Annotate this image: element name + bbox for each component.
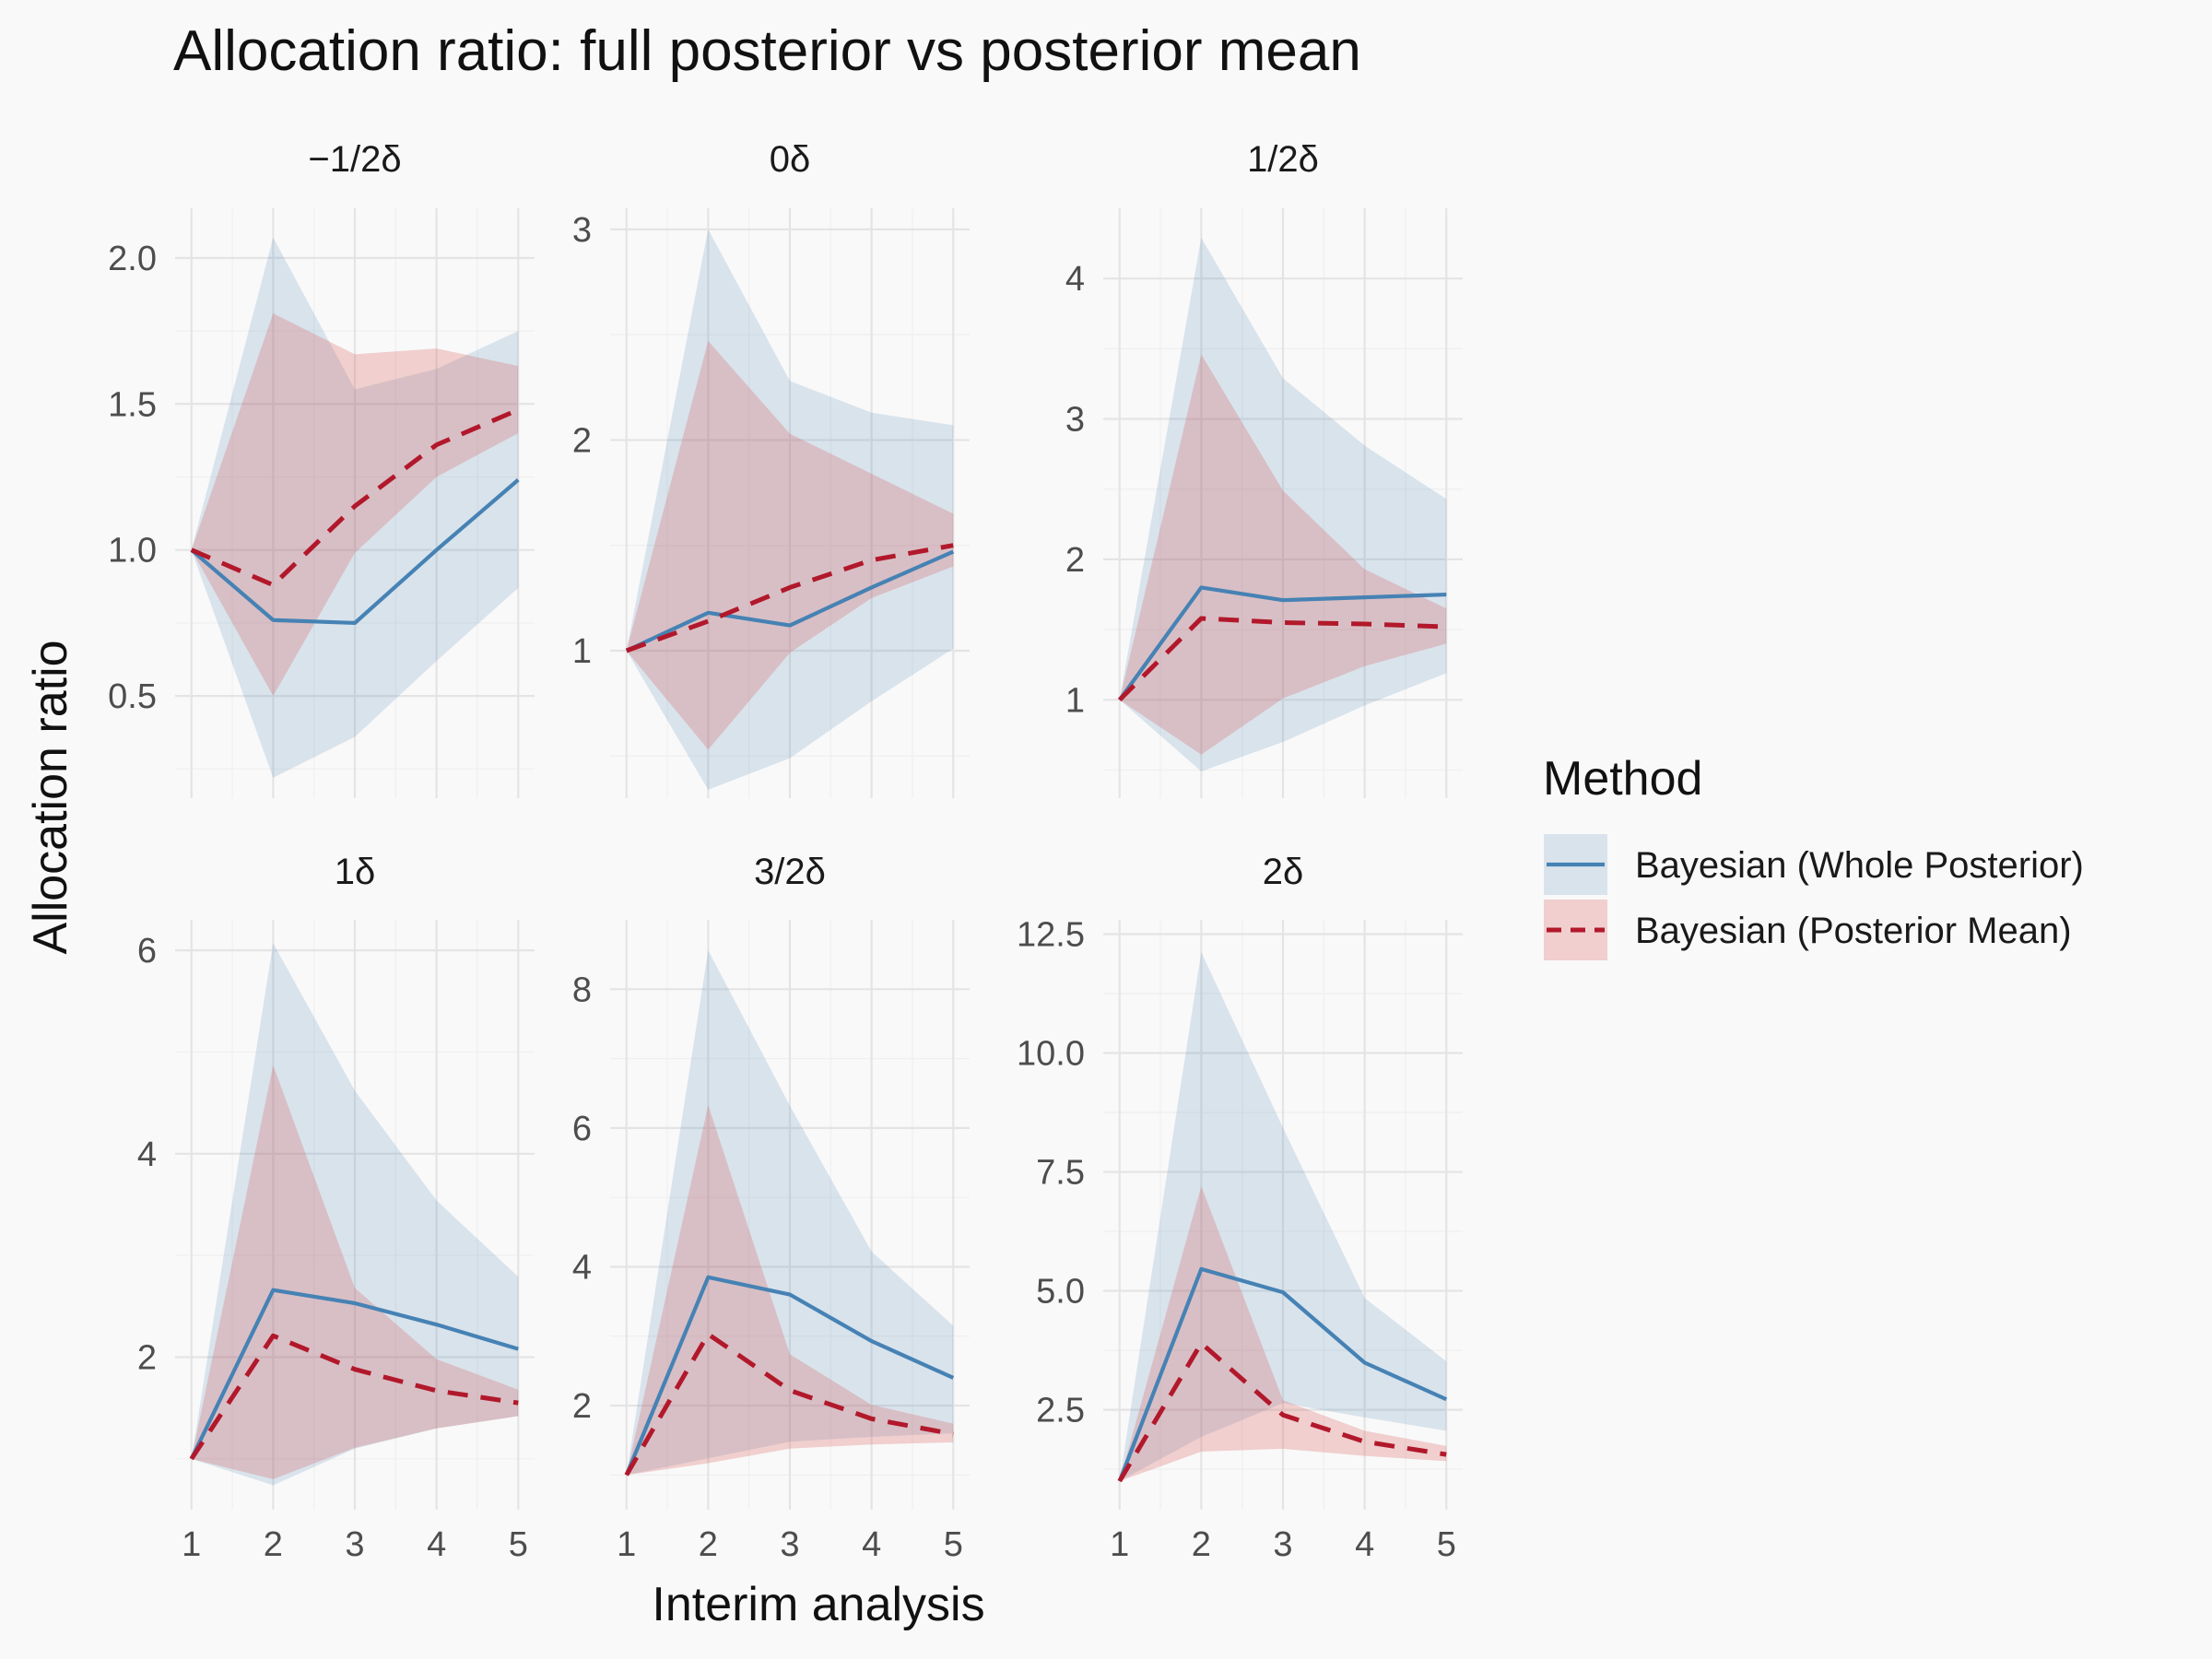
ribbon-whole-posterior — [626, 950, 954, 1476]
y-tick-label: 5.0 — [1036, 1273, 1085, 1312]
chart-title: Allocation ratio: full posterior vs post… — [173, 19, 1361, 83]
y-tick-label: 1.5 — [108, 385, 157, 424]
facet-panel-6: 2.5 5.0 7.5 10.0 12.5 1 2 3 4 5 2δ — [1017, 852, 1463, 1564]
y-tick-label: 6 — [572, 1110, 592, 1148]
series-line-whole-posterior — [189, 1288, 519, 1460]
ribbon-whole-posterior — [191, 943, 519, 1486]
series-line-whole-posterior — [1117, 1266, 1448, 1482]
x-axis-title: Interim analysis — [652, 1578, 984, 1631]
y-tick-label: 3 — [1065, 401, 1085, 440]
y-tick-label: 4 — [1065, 260, 1085, 299]
series-line-whole-posterior — [624, 1275, 955, 1477]
y-tick-label: 3 — [572, 211, 592, 250]
ribbon-whole-posterior — [1119, 238, 1447, 772]
y-tick-label: 6 — [137, 932, 157, 971]
x-tick-label: 1 — [617, 1525, 636, 1564]
series-line-whole-posterior — [190, 478, 520, 626]
facet-panel-4: 2 4 6 1 2 3 4 5 1δ — [137, 852, 535, 1564]
y-tick-label: 4 — [572, 1248, 592, 1287]
x-tick-label: 5 — [944, 1525, 963, 1564]
series-line-posterior-mean — [1117, 1340, 1447, 1483]
legend-label-whole-posterior: Bayesian (Whole Posterior) — [1635, 845, 2084, 886]
facet-strip-label: 2δ — [1263, 852, 1304, 892]
y-tick-label: 2 — [137, 1338, 157, 1377]
series-line-posterior-mean — [625, 543, 954, 653]
facet-strip-label: 1/2δ — [1247, 139, 1319, 180]
x-tick-label: 5 — [509, 1525, 528, 1564]
facet-strip-label: 1δ — [335, 852, 376, 892]
facet-panel-1: 0.5 1.0 1.5 2.0 −1/2δ — [108, 139, 535, 798]
y-tick-label: 2.5 — [1036, 1392, 1085, 1430]
facet-strip-label: 0δ — [770, 139, 811, 180]
facet-panel-3: 1 2 3 4 1/2δ — [1065, 139, 1463, 798]
y-tick-label: 1.0 — [108, 532, 157, 571]
y-tick-label: 12.5 — [1017, 915, 1085, 954]
ribbon-posterior-mean — [191, 1065, 519, 1479]
y-axis-title: Allocation ratio — [24, 640, 77, 954]
facet-strip-label: 3/2δ — [754, 852, 826, 892]
series-line-posterior-mean — [190, 407, 520, 588]
x-tick-label: 4 — [1355, 1525, 1374, 1564]
x-tick-label: 2 — [699, 1525, 718, 1564]
ribbon-posterior-mean — [626, 1105, 954, 1476]
facet-panels: 0.5 1.0 1.5 2.0 −1/2δ 1 2 3 0δ 1 2 3 4 1/2δ 2 4 6 1 2 3 4 5 1δ… — [108, 139, 1463, 1564]
facet-panel-5: 2 4 6 8 1 2 3 4 5 3/2δ — [572, 852, 970, 1564]
x-tick-label: 1 — [1110, 1525, 1129, 1564]
legend-title: Method — [1543, 752, 1702, 806]
x-tick-label: 5 — [1437, 1525, 1456, 1564]
y-tick-label: 8 — [572, 971, 592, 1009]
y-tick-label: 1 — [1065, 681, 1085, 720]
x-tick-label: 3 — [1273, 1525, 1292, 1564]
y-tick-label: 2.0 — [108, 240, 157, 278]
legend-item-whole-posterior: Bayesian (Whole Posterior) — [1544, 834, 2084, 895]
ribbon-posterior-mean — [1119, 1186, 1447, 1482]
y-tick-label: 10.0 — [1017, 1035, 1085, 1074]
series-line-posterior-mean — [1117, 616, 1447, 702]
y-tick-label: 2 — [1065, 541, 1085, 580]
ribbon-posterior-mean — [626, 341, 954, 750]
ribbon-whole-posterior — [626, 229, 954, 790]
x-tick-label: 4 — [862, 1525, 881, 1564]
legend: Method Bayesian (Whole Posterior) Bayesi… — [1543, 752, 2084, 960]
y-tick-label: 0.5 — [108, 677, 157, 716]
y-tick-label: 4 — [137, 1135, 157, 1174]
legend-item-posterior-mean: Bayesian (Posterior Mean) — [1544, 900, 2072, 960]
legend-label-posterior-mean: Bayesian (Posterior Mean) — [1635, 911, 2072, 951]
x-tick-label: 1 — [182, 1525, 201, 1564]
x-tick-label: 2 — [1192, 1525, 1211, 1564]
series-line-whole-posterior — [1118, 585, 1447, 701]
y-tick-label: 2 — [572, 1387, 592, 1426]
facet-strip-label: −1/2δ — [308, 139, 401, 180]
x-tick-label: 3 — [345, 1525, 364, 1564]
y-tick-label: 7.5 — [1036, 1154, 1085, 1193]
y-tick-label: 2 — [572, 421, 592, 460]
x-tick-label: 4 — [427, 1525, 446, 1564]
ribbon-posterior-mean — [1119, 354, 1447, 755]
series-line-posterior-mean — [189, 1333, 519, 1461]
x-tick-label: 3 — [780, 1525, 799, 1564]
x-tick-label: 2 — [264, 1525, 283, 1564]
series-line-posterior-mean — [624, 1332, 954, 1477]
facet-panel-2: 1 2 3 0δ — [572, 139, 970, 798]
y-tick-label: 1 — [572, 632, 592, 671]
series-line-whole-posterior — [625, 549, 955, 653]
ribbon-whole-posterior — [1119, 952, 1447, 1482]
